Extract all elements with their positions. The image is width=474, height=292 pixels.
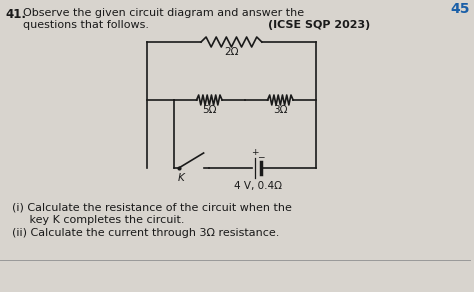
Text: 5Ω: 5Ω bbox=[202, 105, 217, 115]
Text: key Κ completes the circuit.: key Κ completes the circuit. bbox=[12, 215, 184, 225]
Text: 4 V, 0.4Ω: 4 V, 0.4Ω bbox=[234, 181, 282, 191]
Text: Observe the given circuit diagram and answer the: Observe the given circuit diagram and an… bbox=[23, 8, 304, 18]
Text: questions that follows.: questions that follows. bbox=[23, 20, 149, 30]
Text: 45: 45 bbox=[450, 2, 469, 16]
Text: K: K bbox=[177, 173, 184, 183]
Text: (i) Calculate the resistance of the circuit when the: (i) Calculate the resistance of the circ… bbox=[12, 202, 292, 212]
Text: −: − bbox=[257, 152, 264, 161]
Text: 41.: 41. bbox=[5, 8, 26, 21]
Text: 2Ω: 2Ω bbox=[224, 47, 239, 57]
Text: 3Ω: 3Ω bbox=[273, 105, 288, 115]
Text: (ii) Calculate the current through 3Ω resistance.: (ii) Calculate the current through 3Ω re… bbox=[12, 228, 279, 238]
Text: +: + bbox=[251, 148, 258, 157]
Text: (ICSE SQP 2023): (ICSE SQP 2023) bbox=[268, 20, 370, 30]
